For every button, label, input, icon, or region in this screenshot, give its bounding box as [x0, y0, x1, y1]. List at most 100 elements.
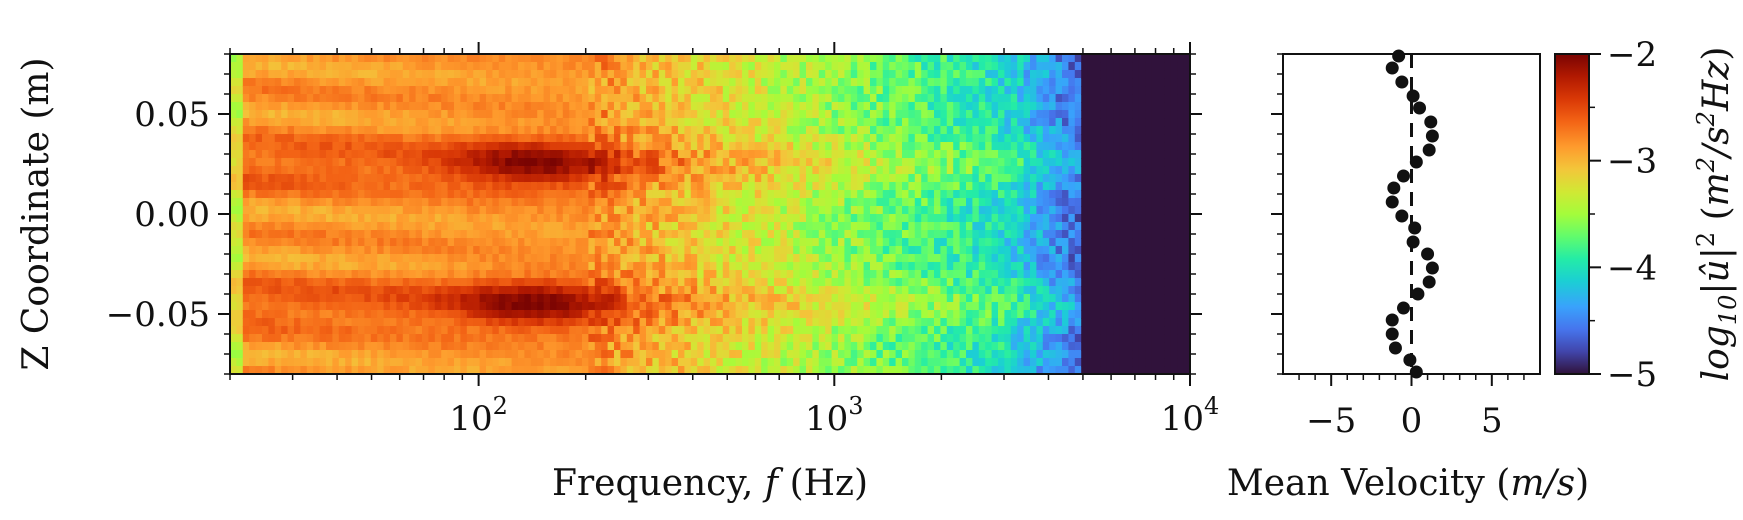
spectrogram-cell — [978, 230, 986, 239]
spectrogram-cell — [390, 294, 397, 303]
spectrogram-cell — [902, 126, 909, 135]
spectrogram-cell — [492, 206, 500, 215]
spectrogram-cell — [959, 102, 967, 111]
spectrogram-cell — [1004, 102, 1012, 111]
spectrogram-cell — [1017, 262, 1025, 271]
spectrogram-cell — [793, 126, 801, 135]
spectrogram-cell — [434, 182, 442, 191]
spectrogram-cell — [454, 326, 461, 335]
spectrogram-cell — [735, 254, 743, 263]
spectrogram-cell — [441, 150, 449, 159]
spectrogram-cell — [998, 198, 1005, 207]
spectrogram-cell — [876, 190, 884, 199]
spectrogram-cell — [748, 286, 756, 295]
spectrogram-cell — [786, 262, 794, 271]
spectrogram-cell — [396, 246, 404, 255]
spectrogram-cell — [639, 334, 647, 343]
spectrogram-cell — [338, 182, 346, 191]
spectrogram-cell — [614, 94, 621, 103]
spectrogram-cell — [556, 206, 564, 215]
spectrogram-cell — [313, 190, 321, 199]
spectrogram-cell — [287, 110, 295, 119]
spectrogram-cell — [722, 318, 730, 327]
spectrogram-cell — [780, 278, 788, 287]
spectrogram-cell — [761, 326, 769, 335]
spectrogram-cell — [594, 358, 602, 367]
spectrogram-cell — [857, 334, 865, 343]
spectrogram-cell — [780, 230, 788, 239]
spectrogram-cell — [953, 62, 961, 71]
spectrogram-cell — [953, 102, 961, 111]
spectrogram-cell — [281, 230, 289, 239]
spectrogram-cell — [831, 174, 839, 183]
spectrogram-cell — [914, 230, 922, 239]
spectrogram-cell — [825, 318, 833, 327]
spectrogram-cell — [658, 54, 666, 63]
spectrogram-cell — [786, 230, 794, 239]
spectrogram-cell — [767, 230, 775, 239]
spectrogram-cell — [505, 110, 513, 119]
spectrogram-cell — [486, 238, 493, 247]
spectrogram-cell — [466, 350, 474, 359]
spectrogram-cell — [486, 350, 493, 359]
spectrogram-cell — [793, 174, 801, 183]
spectrogram-cell — [658, 94, 666, 103]
spectrogram-cell — [665, 174, 673, 183]
spectrogram-cell — [742, 62, 749, 71]
spectrogram-cell — [806, 94, 813, 103]
spectrogram-cell — [786, 62, 794, 71]
spectrogram-cell — [761, 150, 769, 159]
spectrogram-cell — [793, 350, 801, 359]
spectrogram-cell — [774, 262, 781, 271]
spectrogram-cell — [370, 350, 378, 359]
spectrogram-cell — [242, 238, 250, 247]
spectrogram-cell — [850, 134, 858, 143]
spectrogram-cell — [300, 110, 308, 119]
spectrogram-cell — [831, 54, 839, 63]
spectrogram-cell — [345, 278, 353, 287]
spectrogram-cell — [594, 70, 602, 79]
spectrogram-cell — [518, 270, 525, 279]
spectrogram-cell — [594, 126, 602, 135]
spectrogram-cell — [908, 270, 916, 279]
spectrogram-cell — [287, 214, 295, 223]
spectrogram-cell — [812, 254, 820, 263]
spectrogram-cell — [818, 78, 826, 87]
spectrogram-cell — [505, 326, 513, 335]
spectrogram-cell — [882, 94, 890, 103]
spectrogram-cell — [646, 238, 653, 247]
spectrogram-cell — [281, 334, 289, 343]
spectrogram-cell — [255, 78, 263, 87]
spectrogram-cell — [601, 262, 609, 271]
spectrogram-cell — [505, 230, 513, 239]
spectrogram-cell — [351, 126, 359, 135]
spectrogram-cell — [479, 334, 487, 343]
spectrogram-cell — [658, 198, 666, 207]
spectrogram-cell — [639, 102, 647, 111]
spectrogram-cell — [402, 134, 410, 143]
spectrogram-cell — [242, 134, 250, 143]
spectrogram-cell — [646, 286, 653, 295]
spectrogram-cell — [697, 198, 705, 207]
spectrogram-cell — [665, 142, 673, 151]
spectrogram-cell — [684, 126, 692, 135]
spectrogram-cell — [268, 222, 276, 231]
spectrogram-cell — [1023, 62, 1031, 71]
spectrogram-cell — [978, 246, 986, 255]
spectrogram-cell — [287, 262, 295, 271]
spectrogram-cell — [684, 358, 692, 367]
spectrogram-cell — [1010, 334, 1018, 343]
spectrogram-cell — [844, 366, 852, 374]
spectrogram-cell — [466, 150, 474, 159]
spectrogram-cell — [889, 350, 897, 359]
spectrogram-cell — [972, 214, 980, 223]
spectrogram-cell — [428, 86, 436, 95]
spectrogram-cell — [306, 206, 314, 215]
spectrogram-cell — [690, 262, 698, 271]
spectrogram-cell — [799, 190, 807, 199]
spectrogram-cell — [742, 262, 749, 271]
spectrogram-cell — [998, 102, 1005, 111]
spectrogram-cell — [831, 110, 839, 119]
spectrogram-cell — [946, 198, 954, 207]
spectrogram-cell — [908, 174, 916, 183]
